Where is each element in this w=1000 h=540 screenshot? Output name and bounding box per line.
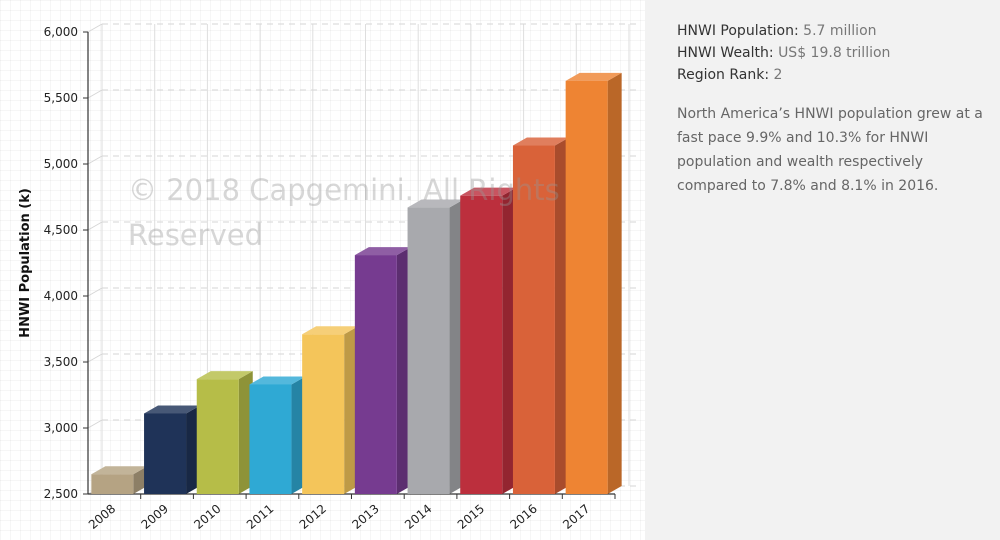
y-tick-label: 5,000 [44,157,78,171]
wealth-value: US$ 19.8 trillion [778,45,891,61]
bar-side [607,72,622,494]
x-tick-label: 2016 [507,502,539,532]
y-tick-label: 4,500 [44,223,78,237]
population-label: HNWI Population: [677,23,799,39]
rank-value: 2 [773,67,783,83]
y-tick-label: 6,000 [44,25,78,39]
bar-front [460,195,503,494]
x-tick-label: 2013 [349,502,381,532]
x-tick-label: 2009 [139,502,171,532]
bar-top [512,137,569,146]
bar-2011 [249,376,306,494]
bar-top [565,72,622,81]
bar-2013 [354,247,411,494]
rank-label: Region Rank: [677,67,770,83]
bar-front [407,207,450,494]
summary-text: North America’s HNWI population grew at … [677,106,983,194]
bar-2010 [196,371,253,494]
bar-side [291,376,306,494]
bar-side [449,199,464,494]
bar-front [302,334,345,494]
bar-top [144,405,201,414]
bar-side [186,405,201,494]
grid-line-connector [87,155,103,165]
y-tick-label: 2,500 [44,487,78,501]
y-tick-label: 4,000 [44,289,78,303]
bar-2017 [565,72,622,494]
population-stat: HNWI Population: 5.7 million [677,20,1000,42]
bar-top [196,371,253,380]
bar-front [249,384,292,494]
x-tick-label: 2012 [297,502,329,532]
bar-front [196,379,239,494]
grid-line-connector [87,23,103,33]
grid-line-connector [87,287,103,297]
bar-front [144,413,187,494]
y-tick-label: 3,500 [44,355,78,369]
grid-line-connector [87,353,103,363]
population-value: 5.7 million [803,23,877,39]
bar-front [512,145,555,494]
y-tick-label: 3,000 [44,421,78,435]
bar-top [460,187,517,196]
bar-top [249,376,306,385]
bar-2012 [302,326,359,494]
bar-top [302,326,359,335]
x-tick-label: 2011 [244,502,276,532]
x-tick-label: 2015 [455,502,487,532]
info-panel: HNWI Population: 5.7 million HNWI Wealth… [645,0,1000,540]
bar-side [238,371,253,494]
bar-2008 [91,466,148,494]
wealth-stat: HNWI Wealth: US$ 19.8 trillion [677,42,1000,64]
x-tick-label: 2008 [86,502,118,532]
bar-top [91,466,148,475]
wealth-label: HNWI Wealth: [677,45,774,61]
bar-2015 [460,187,517,494]
bar-front [91,474,134,494]
x-tick-label: 2014 [402,502,434,532]
y-tick-label: 5,500 [44,91,78,105]
bar-side [502,187,517,494]
bar-side [554,137,569,494]
bar-front [354,255,397,494]
grid-line-connector [87,221,103,231]
bar-front [565,80,608,494]
bar-2014 [407,199,464,494]
bar-2009 [144,405,201,494]
bar-top [407,199,464,208]
grid-line-connector [87,89,103,99]
bar-side [344,326,359,494]
bar-side [133,466,148,494]
y-axis-title: HNWI Population (k) [18,188,33,338]
bar-top [354,247,411,256]
grid-line-connector [87,419,103,429]
x-tick-label: 2017 [560,502,592,532]
bar-2016 [512,137,569,494]
bar-chart: 2,500 3,000 3,500 4,000 4,500 5,000 5,500 6,000… [18,23,637,532]
bar-side [396,247,411,494]
x-tick-label: 2010 [191,502,223,532]
rank-stat: Region Rank: 2 [677,64,1000,86]
chart-area: 2,500 3,000 3,500 4,000 4,500 5,000 5,500 6,000… [18,23,637,532]
